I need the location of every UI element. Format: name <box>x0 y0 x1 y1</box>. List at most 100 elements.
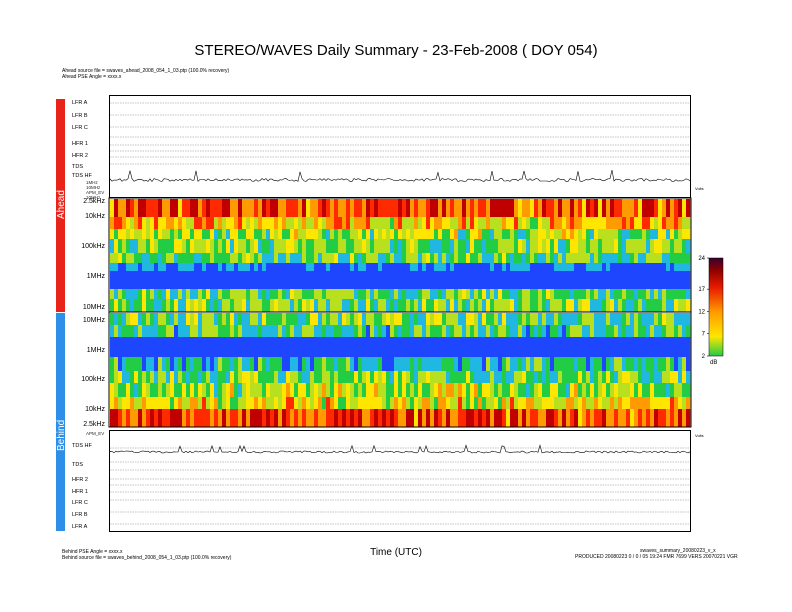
heatmap-cell <box>498 263 503 271</box>
heatmap-cell <box>322 239 327 253</box>
heatmap-cell <box>610 263 615 271</box>
heatmap-cell <box>322 337 327 357</box>
heatmap-cell <box>274 239 279 253</box>
heatmap-cell <box>506 357 511 371</box>
heatmap-cell <box>650 217 655 229</box>
heatmap-cell <box>686 271 691 289</box>
heatmap-cell <box>466 299 471 312</box>
heatmap-cell <box>474 217 479 229</box>
heatmap-cell <box>338 299 343 312</box>
heatmap-cell <box>230 271 235 289</box>
heatmap-cell <box>146 371 151 383</box>
heatmap-cell <box>134 313 139 325</box>
heatmap-cell <box>466 253 471 263</box>
heatmap-cell <box>422 313 427 325</box>
heatmap-cell <box>426 337 431 357</box>
heatmap-cell <box>134 325 139 337</box>
heatmap-cell <box>346 337 351 357</box>
heatmap-cell <box>626 371 631 383</box>
heatmap-cell <box>118 239 123 253</box>
heatmap-cell <box>606 357 611 371</box>
heatmap-cell <box>306 271 311 289</box>
heatmap-cell <box>394 409 399 427</box>
heatmap-cell <box>638 263 643 271</box>
heatmap-cell <box>282 313 287 325</box>
heatmap-cell <box>546 229 551 239</box>
heatmap-cell <box>170 371 175 383</box>
heatmap-cell <box>510 263 515 271</box>
heatmap-cell <box>498 299 503 312</box>
heatmap-cell <box>466 263 471 271</box>
heatmap-cell <box>118 263 123 271</box>
heatmap-cell <box>674 325 679 337</box>
heatmap-cell <box>594 409 599 427</box>
heatmap-cell <box>562 299 567 312</box>
heatmap-cell <box>234 383 239 397</box>
heatmap-cell <box>650 409 655 427</box>
heatmap-cell <box>410 313 415 325</box>
heatmap-cell <box>594 289 599 299</box>
heatmap-cell <box>378 313 383 325</box>
heatmap-cell <box>510 217 515 229</box>
heatmap-cell <box>602 229 607 239</box>
heatmap-cell <box>638 289 643 299</box>
heatmap-cell <box>362 217 367 229</box>
heatmap-cell <box>666 239 671 253</box>
heatmap-cell <box>622 263 627 271</box>
heatmap-cell <box>142 271 147 289</box>
heatmap-cell <box>278 325 283 337</box>
heatmap-cell <box>682 383 687 397</box>
heatmap-cell <box>646 271 651 289</box>
heatmap-cell <box>538 263 543 271</box>
heatmap-cell <box>650 229 655 239</box>
heatmap-cell <box>170 397 175 409</box>
heatmap-cell <box>354 337 359 357</box>
heatmap-cell <box>346 397 351 409</box>
heatmap-cell <box>390 357 395 371</box>
heatmap-cell <box>310 371 315 383</box>
heatmap-cell <box>330 325 335 337</box>
heatmap-cell <box>118 397 123 409</box>
heatmap-cell <box>150 199 155 217</box>
heatmap-cell <box>282 337 287 357</box>
heatmap-cell <box>626 337 631 357</box>
heatmap-cell <box>274 263 279 271</box>
heatmap-cell <box>494 325 499 337</box>
heatmap-cell <box>458 271 463 289</box>
heatmap-cell <box>538 325 543 337</box>
heatmap-cell <box>554 217 559 229</box>
heatmap-cell <box>486 337 491 357</box>
heatmap-cell <box>522 239 527 253</box>
heatmap-cell <box>394 397 399 409</box>
heatmap-cell <box>150 409 155 427</box>
heatmap-cell <box>578 383 583 397</box>
heatmap-cell <box>470 271 475 289</box>
heatmap-cell <box>658 337 663 357</box>
ahead-row-tds-hf: TDS HF <box>72 173 92 179</box>
heatmap-cell <box>586 357 591 371</box>
heatmap-cell <box>310 271 315 289</box>
heatmap-cell <box>554 383 559 397</box>
ahead-row-hfr-1: HFR 1 <box>72 141 88 147</box>
heatmap-cell <box>362 337 367 357</box>
heatmap-cell <box>206 397 211 409</box>
heatmap-cell <box>630 253 635 263</box>
heatmap-cell <box>378 383 383 397</box>
heatmap-cell <box>494 217 499 229</box>
heatmap-cell <box>626 397 631 409</box>
heatmap-cell <box>594 271 599 289</box>
heatmap-cell <box>402 409 407 427</box>
heatmap-cell <box>194 299 199 312</box>
heatmap-cell <box>414 263 419 271</box>
heatmap-cell <box>138 229 143 239</box>
heatmap-cell <box>506 325 511 337</box>
heatmap-cell <box>258 239 263 253</box>
heatmap-cell <box>350 337 355 357</box>
heatmap-cell <box>330 371 335 383</box>
heatmap-cell <box>530 325 535 337</box>
heatmap-cell <box>614 253 619 263</box>
heatmap-cell <box>326 337 331 357</box>
heatmap-cell <box>266 289 271 299</box>
heatmap-cell <box>126 383 131 397</box>
heatmap-cell <box>546 383 551 397</box>
